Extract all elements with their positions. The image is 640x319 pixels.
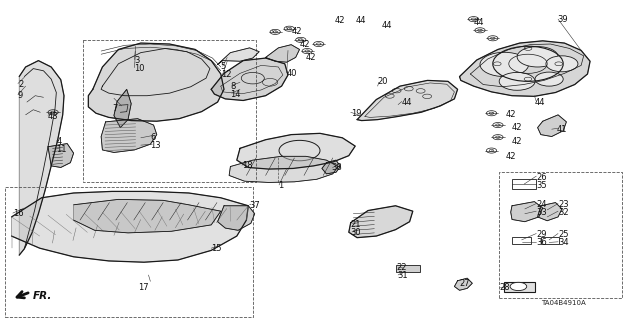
Text: 44: 44 xyxy=(534,98,545,107)
Text: 20: 20 xyxy=(378,77,388,86)
Polygon shape xyxy=(349,206,413,238)
Text: 42: 42 xyxy=(291,27,301,36)
Text: 17: 17 xyxy=(138,283,148,292)
Polygon shape xyxy=(218,48,259,64)
Polygon shape xyxy=(460,41,590,96)
Polygon shape xyxy=(538,115,566,137)
Text: 25: 25 xyxy=(558,230,568,239)
Polygon shape xyxy=(211,58,288,100)
Polygon shape xyxy=(114,89,131,128)
Polygon shape xyxy=(454,278,472,290)
Polygon shape xyxy=(322,160,340,174)
Text: 4: 4 xyxy=(56,137,61,146)
Text: 38: 38 xyxy=(332,163,342,172)
Text: 24: 24 xyxy=(536,200,547,209)
Bar xyxy=(396,265,420,272)
Text: 1: 1 xyxy=(278,181,284,189)
Text: 13: 13 xyxy=(150,141,161,150)
Polygon shape xyxy=(12,191,248,262)
Text: 3: 3 xyxy=(134,56,140,65)
Polygon shape xyxy=(88,43,224,121)
Text: 35: 35 xyxy=(536,181,547,189)
Polygon shape xyxy=(511,202,543,222)
Text: 14: 14 xyxy=(230,90,241,99)
Text: 29: 29 xyxy=(536,230,547,239)
Text: 42: 42 xyxy=(512,123,522,132)
Text: 41: 41 xyxy=(557,125,567,134)
Polygon shape xyxy=(357,80,458,121)
Text: 42: 42 xyxy=(335,16,345,25)
Polygon shape xyxy=(101,119,157,152)
Text: 5: 5 xyxy=(221,63,226,71)
Text: 9: 9 xyxy=(18,91,23,100)
Polygon shape xyxy=(19,61,64,255)
Text: 42: 42 xyxy=(512,137,522,146)
Text: 10: 10 xyxy=(134,64,145,73)
Text: 42: 42 xyxy=(506,152,516,161)
Text: 42: 42 xyxy=(306,53,316,62)
Text: 40: 40 xyxy=(287,69,297,78)
Text: 8: 8 xyxy=(230,82,236,91)
Text: 42: 42 xyxy=(300,40,310,49)
Text: 6: 6 xyxy=(150,133,156,142)
Polygon shape xyxy=(538,203,562,221)
Text: 33: 33 xyxy=(536,208,547,217)
Text: 44: 44 xyxy=(355,16,365,25)
Bar xyxy=(504,282,535,292)
Polygon shape xyxy=(266,45,300,62)
Polygon shape xyxy=(218,206,255,230)
Text: 23: 23 xyxy=(558,200,569,209)
Text: 44: 44 xyxy=(401,98,412,107)
Circle shape xyxy=(517,47,558,67)
Text: 11: 11 xyxy=(56,145,67,154)
Circle shape xyxy=(535,72,563,86)
Polygon shape xyxy=(74,199,221,233)
Text: 36: 36 xyxy=(536,238,547,247)
Circle shape xyxy=(499,72,535,90)
Text: 32: 32 xyxy=(558,208,569,217)
Text: 2: 2 xyxy=(18,80,23,89)
Text: FR.: FR. xyxy=(33,291,52,301)
Text: 43: 43 xyxy=(48,112,59,121)
Text: 37: 37 xyxy=(250,201,260,210)
Text: 21: 21 xyxy=(351,220,361,229)
Polygon shape xyxy=(48,144,74,167)
Bar xyxy=(541,237,559,244)
Text: 7: 7 xyxy=(112,104,117,113)
Circle shape xyxy=(546,56,578,72)
Circle shape xyxy=(480,52,529,77)
Bar xyxy=(512,179,536,189)
Text: 31: 31 xyxy=(397,271,408,280)
Text: 16: 16 xyxy=(13,209,24,218)
Text: 22: 22 xyxy=(397,263,407,272)
Text: TA04B4910A: TA04B4910A xyxy=(541,300,586,306)
Text: 42: 42 xyxy=(506,110,516,119)
Text: 34: 34 xyxy=(558,238,569,247)
Text: 39: 39 xyxy=(557,15,568,24)
Polygon shape xyxy=(237,133,355,169)
Text: 15: 15 xyxy=(211,244,221,253)
Text: 30: 30 xyxy=(351,228,362,237)
Text: 44: 44 xyxy=(382,21,392,30)
Text: 27: 27 xyxy=(460,279,470,288)
Text: 19: 19 xyxy=(351,109,361,118)
Text: 12: 12 xyxy=(221,70,231,79)
Text: 26: 26 xyxy=(536,173,547,182)
Text: 18: 18 xyxy=(242,161,253,170)
Circle shape xyxy=(510,282,527,291)
Polygon shape xyxy=(229,156,338,182)
Text: 44: 44 xyxy=(474,18,484,27)
Text: 28: 28 xyxy=(499,283,510,292)
Bar xyxy=(512,237,531,244)
